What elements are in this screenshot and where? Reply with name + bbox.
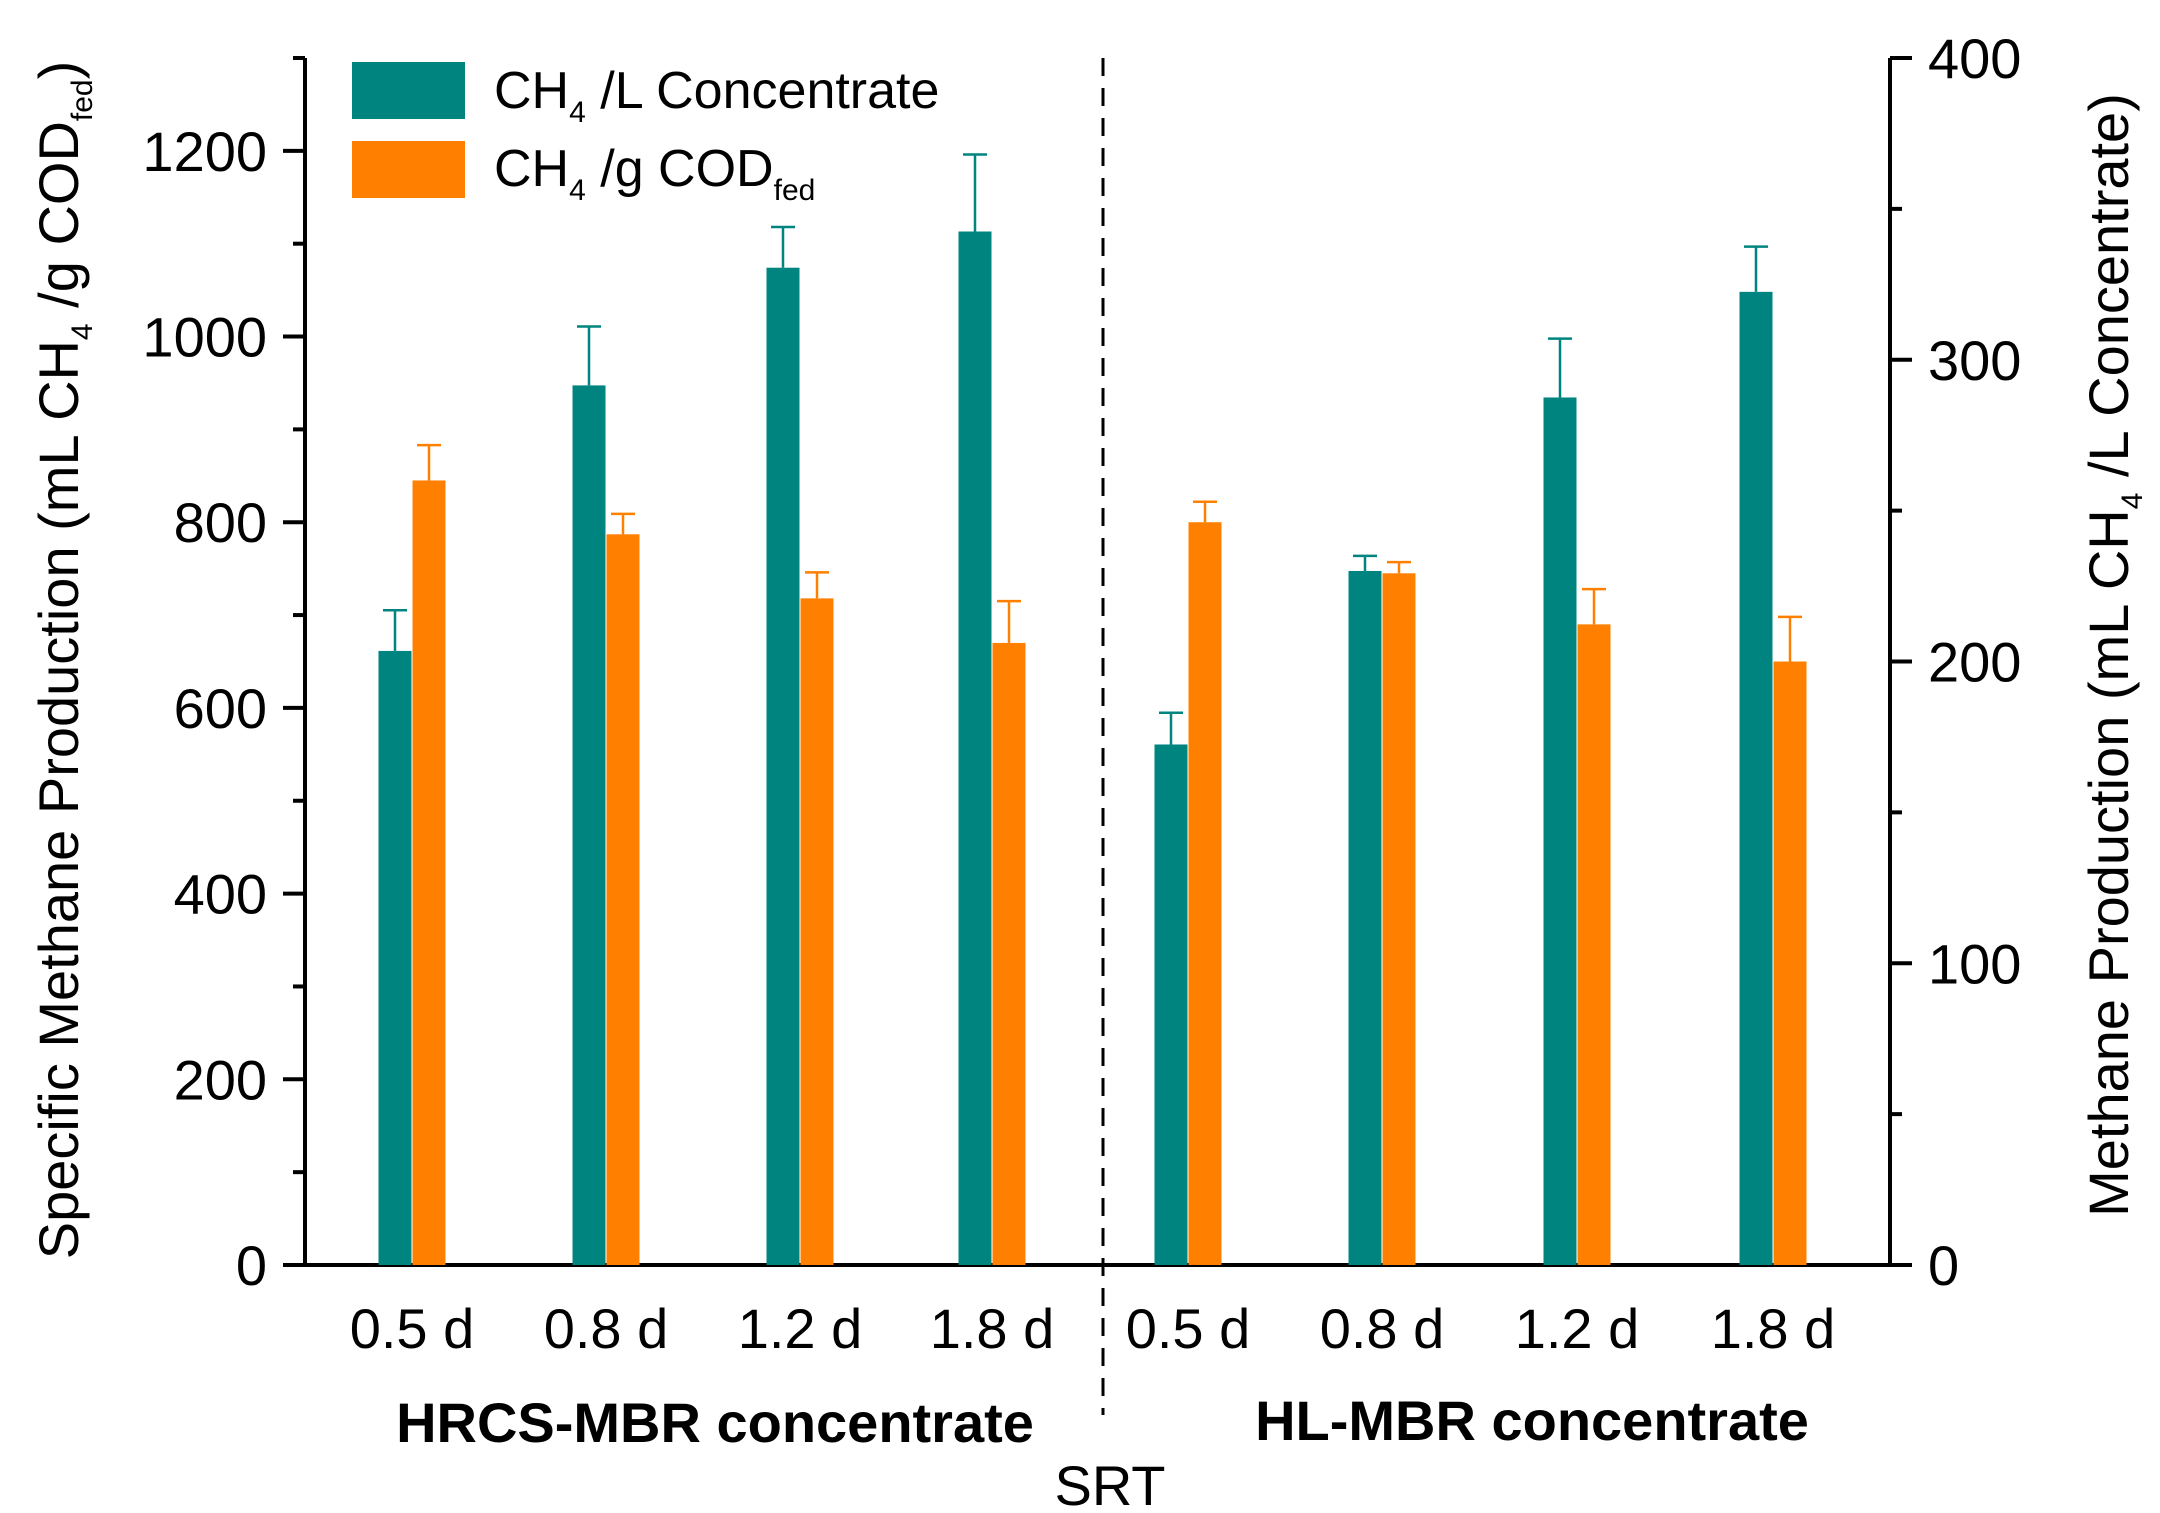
right-tick-label: 200 (1928, 631, 2021, 694)
x-tick-label: 0.5 d (1126, 1297, 1251, 1360)
left-title-sub: 4 (66, 323, 99, 340)
legend-text-part: CH (494, 140, 569, 198)
legend-text-part: /g COD (586, 140, 774, 198)
left-tick-label: 200 (174, 1048, 267, 1111)
bar-ch4-per-g-cod-2 (800, 598, 834, 1265)
legend-sub: 4 (569, 174, 586, 207)
left-title-text: ) (27, 61, 90, 80)
legend-sub: fed (774, 174, 816, 207)
bar-ch4-per-g-cod-4 (1188, 522, 1222, 1265)
right-tick-label: 300 (1928, 329, 2021, 392)
left-title-text: /g COD (27, 121, 90, 323)
group-label-hl: HL-MBR concentrate (1255, 1389, 1809, 1452)
right-title-sub: 4 (2116, 493, 2149, 510)
bar-ch4-per-g-cod-3 (992, 642, 1026, 1265)
legend-label-ch4-per-g-cod: CH4 /g CODfed (494, 140, 815, 207)
x-tick-label: 0.8 d (544, 1297, 669, 1360)
plot-area: 0 200 400 600 800 1000 1200 0 100 200 300 400 0.5 d 0… (27, 27, 2149, 1513)
left-tick-label: 800 (174, 491, 267, 554)
x-tick-label: 1.2 d (738, 1297, 863, 1360)
legend-swatch-ch4-per-l (352, 62, 465, 119)
legend-label-ch4-per-l: CH4 /L Concentrate (494, 62, 939, 129)
bar-ch4-per-l-7 (1739, 291, 1773, 1265)
left-tick-label: 1200 (142, 120, 267, 183)
x-axis-title: SRT (1055, 1454, 1166, 1513)
bar-ch4-per-g-cod-5 (1382, 573, 1416, 1265)
bar-ch4-per-g-cod-0 (412, 480, 446, 1265)
left-title-sub: fed (66, 79, 99, 121)
bar-ch4-per-g-cod-6 (1577, 624, 1611, 1265)
x-tick-label: 1.8 d (930, 1297, 1055, 1360)
left-tick-label: 400 (174, 863, 267, 926)
bar-ch4-per-l-4 (1154, 744, 1188, 1265)
left-tick-label: 1000 (142, 306, 267, 369)
bar-ch4-per-l-1 (572, 385, 606, 1265)
x-tick-label: 0.8 d (1320, 1297, 1445, 1360)
bar-ch4-per-l-0 (378, 650, 412, 1265)
bar-ch4-per-l-5 (1348, 570, 1382, 1265)
legend-sub: 4 (569, 96, 586, 129)
bar-ch4-per-g-cod-1 (606, 534, 640, 1265)
right-tick-label: 400 (1928, 27, 2021, 90)
right-title-text: Methane Production (mL CH (2077, 509, 2140, 1217)
bar-ch4-per-l-6 (1543, 397, 1577, 1265)
x-tick-label: 1.2 d (1515, 1297, 1640, 1360)
left-tick-label: 600 (174, 677, 267, 740)
bar-ch4-per-l-3 (958, 231, 992, 1266)
x-tick-label: 0.5 d (350, 1297, 475, 1360)
x-tick-label: 1.8 d (1711, 1297, 1836, 1360)
legend-text-part: /L Concentrate (586, 62, 940, 120)
legend-swatch-ch4-per-g-cod (352, 141, 465, 198)
bar-ch4-per-g-cod-7 (1773, 661, 1807, 1265)
left-tick-label: 0 (236, 1234, 267, 1297)
left-axis-title: Specific Methane Production (mL CH4 /g C… (27, 61, 99, 1260)
right-title-text: /L Concentrate) (2077, 93, 2140, 492)
right-axis-title: Methane Production (mL CH4 /L Concentrat… (2077, 93, 2149, 1217)
right-tick-label: 100 (1928, 932, 2021, 995)
right-tick-label: 0 (1928, 1234, 1959, 1297)
group-label-hrcs: HRCS-MBR concentrate (396, 1391, 1034, 1454)
legend-text-part: CH (494, 62, 569, 120)
left-title-text: Specific Methane Production (mL CH (27, 340, 90, 1259)
bar-ch4-per-l-2 (766, 267, 800, 1265)
